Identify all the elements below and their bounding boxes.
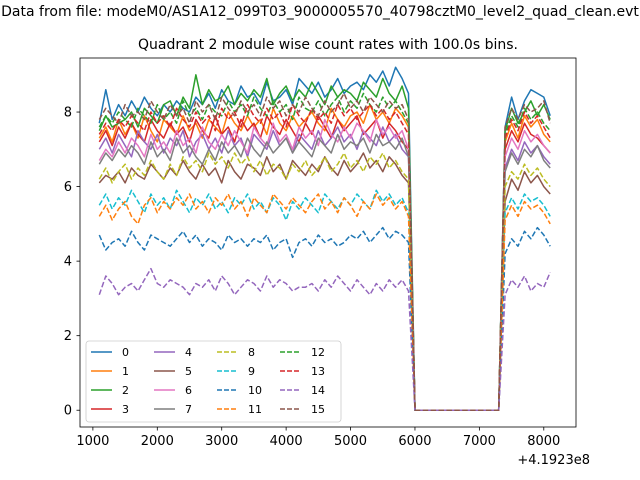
y-tick-label: 8: [64, 106, 72, 121]
y-tick-label: 0: [64, 404, 72, 419]
legend-label-10: 10: [248, 384, 262, 397]
series-line-8: [98, 152, 551, 411]
legend-label-0: 0: [122, 346, 129, 359]
y-tick-label: 4: [64, 255, 72, 270]
x-tick-label: 2000: [141, 434, 174, 449]
legend-box: [85, 340, 342, 423]
legend-label-1: 1: [122, 365, 129, 378]
legend-label-13: 13: [311, 365, 325, 378]
legend-label-4: 4: [185, 346, 192, 359]
legend-label-8: 8: [248, 346, 255, 359]
x-tick-label: 8000: [527, 434, 560, 449]
legend-label-6: 6: [185, 384, 192, 397]
legend-label-15: 15: [311, 403, 325, 416]
legend-label-9: 9: [248, 365, 255, 378]
legend-label-3: 3: [122, 403, 129, 416]
x-tick-label: 4000: [270, 434, 303, 449]
legend-label-5: 5: [185, 365, 192, 378]
x-tick-label: 3000: [205, 434, 238, 449]
figure-suptitle: Data from file: modeM0/AS1A12_099T03_900…: [1, 4, 639, 20]
legend-label-2: 2: [122, 384, 129, 397]
axes-layer: 1000 2000 3000 4000 5000 6000 7000 8000 0 2 4 6 8: [64, 57, 577, 449]
y-tick-label: 2: [64, 329, 72, 344]
legend-label-7: 7: [185, 403, 192, 416]
series-line-15: [98, 92, 551, 411]
x-tick-label: 6000: [398, 434, 431, 449]
legend-label-14: 14: [311, 384, 325, 397]
plot-area-frame: [79, 57, 577, 428]
x-tick-label: 7000: [463, 434, 496, 449]
x-tick-label: 5000: [334, 434, 367, 449]
legend-label-11: 11: [248, 403, 262, 416]
y-tick-label: 6: [64, 180, 72, 195]
series-layer: [98, 66, 551, 411]
legend-label-12: 12: [311, 346, 325, 359]
x-offset-label: +4.1923e8: [517, 453, 590, 468]
chart-title: Quadrant 2 module wise count rates with …: [138, 37, 518, 53]
x-tick-label: 1000: [76, 434, 109, 449]
